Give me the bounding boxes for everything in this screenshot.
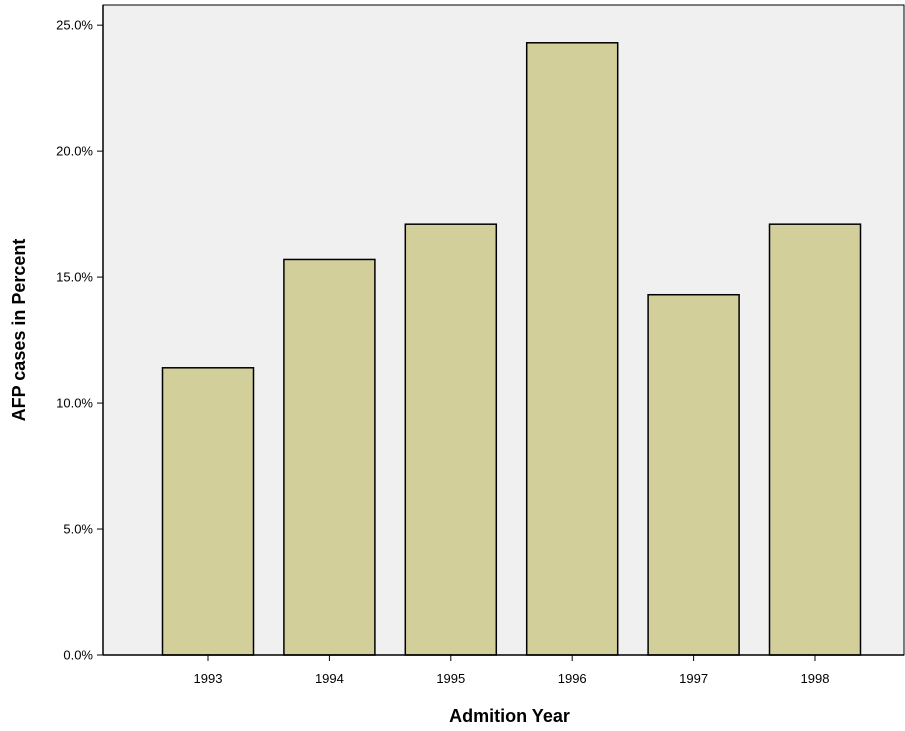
y-tick-label: 20.0% [56, 144, 93, 159]
bar [283, 258, 376, 656]
x-tick-label: 1994 [315, 671, 344, 686]
y-tick-label: 5.0% [63, 522, 93, 537]
bar [161, 367, 255, 656]
bar [647, 293, 740, 656]
bar [768, 223, 862, 656]
x-tick-label: 1993 [194, 671, 223, 686]
bar [404, 223, 498, 656]
x-axis-title: Admition Year [449, 706, 570, 726]
y-tick-label: 10.0% [56, 396, 93, 411]
y-axis: 0.0% 5.0% 10.0% 15.0% 20.0% 25.0% [56, 5, 104, 663]
y-tick-label: 15.0% [56, 270, 93, 285]
y-tick-label: 25.0% [56, 18, 93, 33]
x-tick-label: 1997 [679, 671, 708, 686]
x-tick-label: 1998 [801, 671, 830, 686]
y-tick-label: 0.0% [63, 648, 93, 663]
x-tick-label: 1996 [558, 671, 587, 686]
x-axis: 1993 1994 1995 1996 1997 1998 [103, 654, 904, 686]
bar [525, 42, 619, 656]
x-tick-label: 1995 [436, 671, 465, 686]
y-axis-title: AFP cases in Percent [9, 239, 29, 422]
bars [161, 42, 862, 656]
